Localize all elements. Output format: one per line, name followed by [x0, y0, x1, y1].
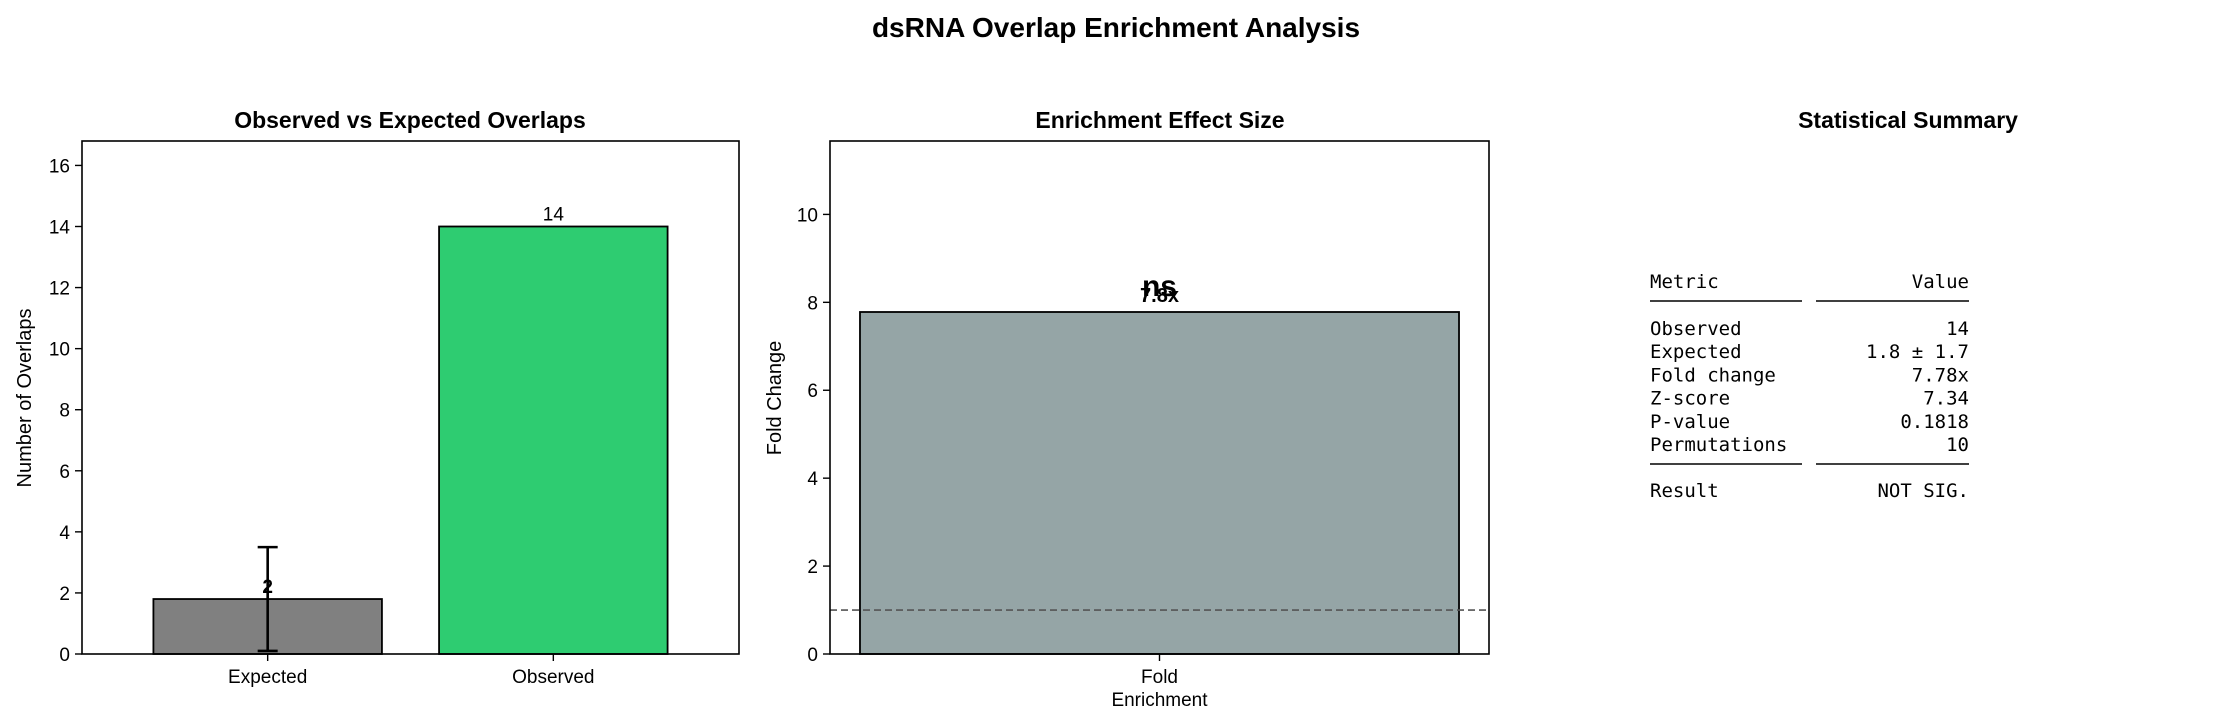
panel2-xtick-label-line: Enrichment [1111, 690, 1208, 711]
panel1-xtick-label: Expected [228, 667, 307, 688]
panel2-ytick-label: 10 [797, 205, 818, 226]
panel2-ytick-label: 2 [807, 557, 818, 578]
panel1-xtick-label: Observed [512, 667, 594, 688]
summary-row-value: 7.78x [1912, 364, 1969, 386]
panel2-significance-label: ns [1142, 270, 1177, 303]
summary-result-metric: Result [1650, 480, 1719, 502]
panel2-ytick-label: 6 [807, 381, 818, 402]
panel1-ytick-label: 16 [49, 156, 70, 177]
summary-header-value: Value [1912, 271, 1969, 293]
summary-row-metric: Observed [1650, 318, 1742, 340]
panel1-bar-label: 14 [543, 205, 565, 226]
panel1-ytick-label: 4 [59, 523, 70, 544]
effect-size-chart: Enrichment Effect Size Fold Change 0 2 4 6 8… [764, 107, 1490, 711]
statistical-summary: Statistical Summary Metric Value Observed 1… [1650, 107, 2018, 502]
summary-header-metric: Metric [1650, 271, 1719, 293]
summary-row-value: 0.1818 [1900, 411, 1969, 433]
overlap-bar-chart: Observed vs Expected Overlaps Number of … [14, 107, 740, 688]
panel1-ytick-label: 2 [59, 584, 70, 605]
panel1-bar-observed [438, 225, 669, 655]
panel2-bar-fold-enrichment [859, 311, 1460, 655]
panel1-ytick-label: 14 [49, 218, 71, 239]
panel2-frame [829, 140, 1490, 655]
summary-row-value: 10 [1946, 434, 1969, 456]
panel2-ylabel: Fold Change [764, 341, 786, 456]
summary-result-value: NOT SIG. [1877, 480, 1969, 502]
panel2-title: Enrichment Effect Size [1035, 107, 1284, 133]
panel1-ylabel: Number of Overlaps [14, 309, 36, 488]
summary-row-metric: Expected [1650, 341, 1742, 363]
summary-row-value: 1.8 ± 1.7 [1866, 341, 1969, 363]
panel2-xtick-label-line: Fold [1141, 667, 1178, 688]
summary-row-metric: Permutations [1650, 434, 1787, 456]
panel1-title: Observed vs Expected Overlaps [234, 107, 586, 133]
panel2-ytick-label: 0 [807, 645, 818, 666]
summary-row-value: 7.34 [1923, 388, 1969, 410]
panel1-ytick-label: 10 [49, 340, 70, 361]
panel3-title: Statistical Summary [1798, 107, 2018, 133]
figure-title: dsRNA Overlap Enrichment Analysis [872, 12, 1360, 43]
panel1-frame [81, 140, 740, 655]
panel2-bar-label: 7.8x [1140, 285, 1179, 307]
panel2-ytick-label: 8 [807, 293, 818, 314]
panel1-bar-label: 2 [262, 577, 273, 598]
summary-row-metric: Z-score [1650, 388, 1730, 410]
panel1-ytick-label: 8 [59, 401, 70, 422]
panel1-ytick-label: 6 [59, 462, 70, 483]
panel2-xtick-label: Fold Enrichment [1111, 667, 1208, 711]
summary-row-metric: Fold change [1650, 364, 1776, 386]
panel1-ytick-label: 12 [49, 279, 70, 300]
panel2-ytick-label: 4 [807, 469, 818, 490]
panel1-ytick-label: 0 [59, 645, 70, 666]
summary-row-metric: P-value [1650, 411, 1730, 433]
summary-row-value: 14 [1946, 318, 1969, 340]
